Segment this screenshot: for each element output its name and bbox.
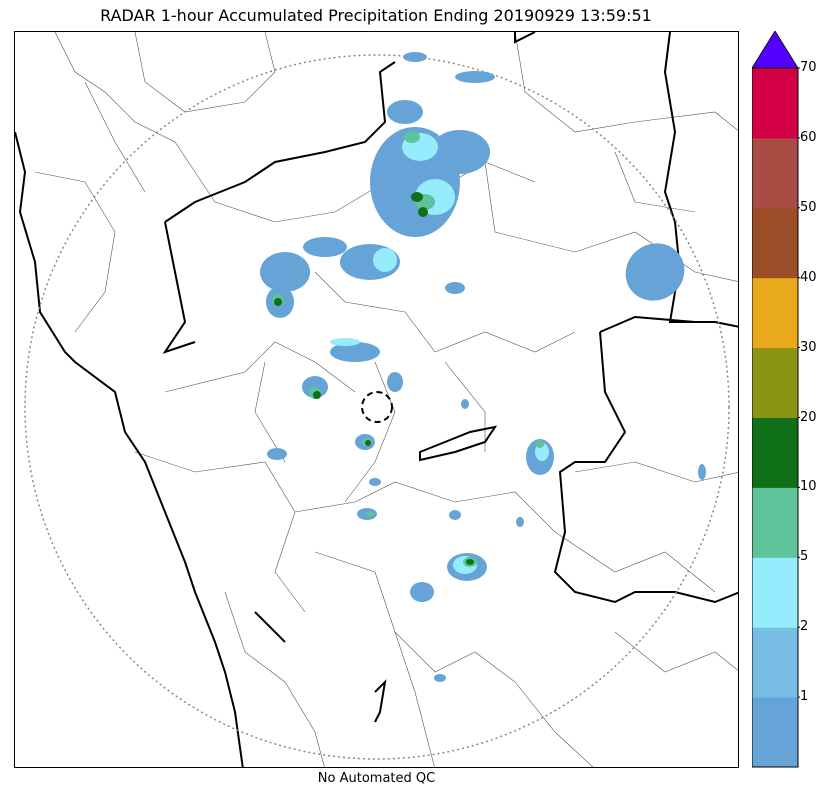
colorbar-tick-label: 40 <box>800 269 817 285</box>
state-boundaries <box>15 32 738 767</box>
range-ring <box>24 54 730 760</box>
colorbar-bin <box>752 347 798 418</box>
colorbar-tick-label: 20 <box>800 409 817 425</box>
colorbar-extend-triangle <box>752 31 799 69</box>
colorbar-bin <box>752 627 798 698</box>
colorbar-bin <box>752 487 798 558</box>
map-canvas <box>15 32 738 767</box>
colorbar-tick-label: 5 <box>800 549 809 565</box>
colorbar-tick-label: 1 <box>800 689 809 705</box>
precipitation-colorbar: 1 2 5 10 20 30 40 50 60 70 <box>752 31 822 771</box>
colorbar-tick-label: 10 <box>800 479 817 495</box>
colorbar-tick-label: 50 <box>800 199 817 215</box>
colorbar-tick-label: 30 <box>800 339 817 355</box>
colorbar-bin <box>752 137 798 209</box>
colorbar-tick-label: 2 <box>800 619 809 635</box>
colorbar-bin <box>752 68 798 139</box>
colorbar-bin <box>752 417 798 488</box>
colorbar-tick-label: 60 <box>800 129 817 145</box>
colorbar-bin <box>752 697 798 768</box>
radar-site-marker <box>361 391 393 423</box>
colorbar-canvas <box>752 31 800 768</box>
radar-map[interactable] <box>14 31 739 768</box>
precipitation-areas <box>260 52 706 682</box>
colorbar-tick-label: 70 <box>800 60 817 75</box>
district-boundaries <box>34 32 738 767</box>
colorbar-bin <box>752 207 798 279</box>
colorbar-bins <box>752 68 798 768</box>
colorbar-bin <box>752 557 798 628</box>
map-title: RADAR 1-hour Accumulated Precipitation E… <box>100 6 652 25</box>
colorbar-bin <box>752 277 798 349</box>
colorbar-ticks <box>798 67 800 698</box>
qc-note: No Automated QC <box>317 771 436 786</box>
